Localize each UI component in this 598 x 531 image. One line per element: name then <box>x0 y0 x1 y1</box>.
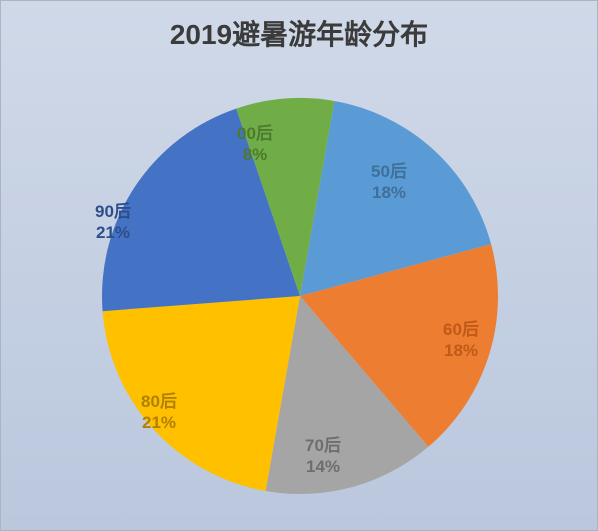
slice-label-pct: 21% <box>129 412 189 433</box>
slice-label-name: 90后 <box>83 201 143 222</box>
slice-label-80后: 80后21% <box>129 391 189 434</box>
slice-label-60后: 60后18% <box>431 319 491 362</box>
slice-label-pct: 8% <box>225 144 285 165</box>
slice-label-name: 50后 <box>359 161 419 182</box>
slice-label-pct: 14% <box>293 456 353 477</box>
slice-label-name: 00后 <box>225 123 285 144</box>
slice-label-pct: 18% <box>359 182 419 203</box>
slice-label-name: 70后 <box>293 435 353 456</box>
slice-label-name: 60后 <box>431 319 491 340</box>
slice-label-name: 80后 <box>129 391 189 412</box>
chart-container: 2019避暑游年龄分布 50后18%60后18%70后14%80后21%90后2… <box>0 0 598 531</box>
slice-label-00后: 00后8% <box>225 123 285 166</box>
slice-label-90后: 90后21% <box>83 201 143 244</box>
slice-label-pct: 18% <box>431 340 491 361</box>
slice-label-50后: 50后18% <box>359 161 419 204</box>
chart-title: 2019避暑游年龄分布 <box>1 13 597 53</box>
chart-stage: 50后18%60后18%70后14%80后21%90后21%00后8% <box>1 71 598 521</box>
slice-label-pct: 21% <box>83 222 143 243</box>
slice-label-70后: 70后14% <box>293 435 353 478</box>
